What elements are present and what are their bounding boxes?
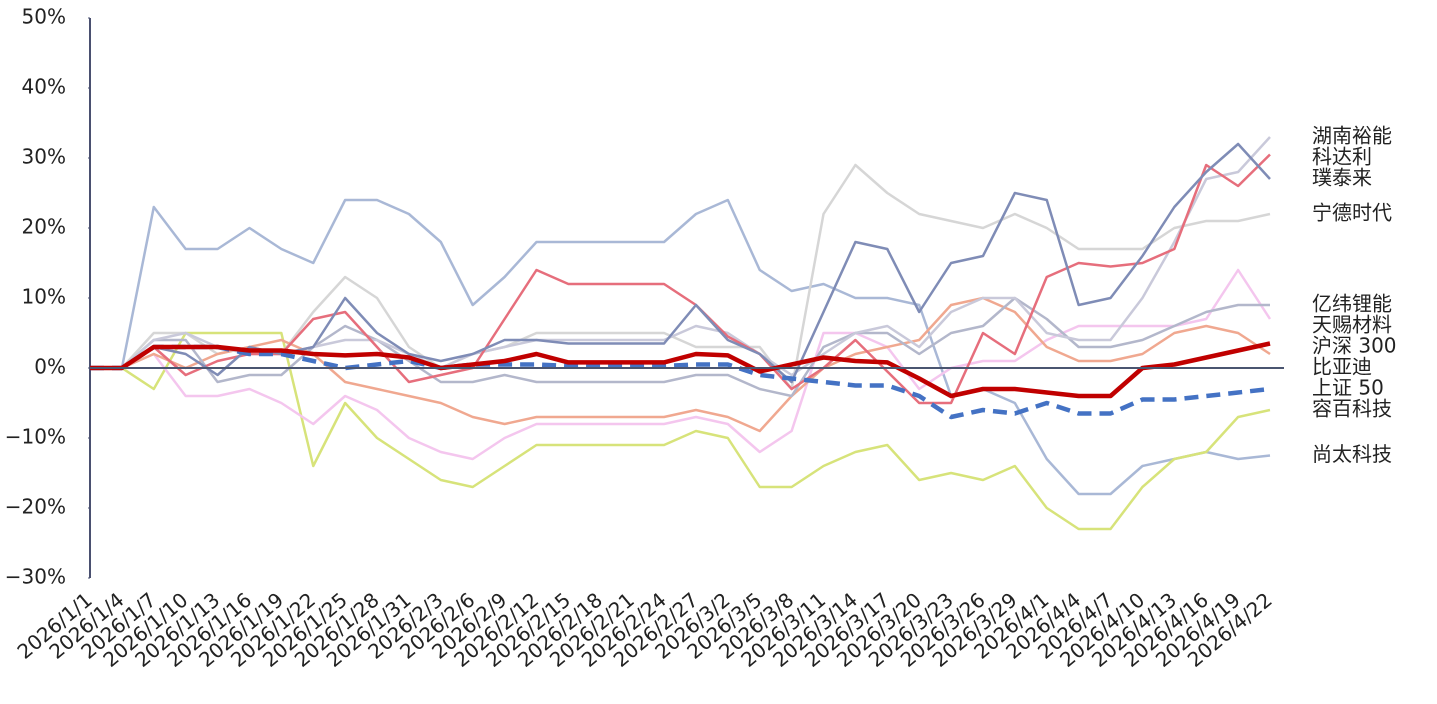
y-tick-label: 50% bbox=[22, 5, 66, 29]
series-line bbox=[90, 153, 1271, 405]
series-line bbox=[90, 331, 1271, 531]
y-tick-label: −20% bbox=[5, 495, 66, 519]
series-label: 上证 50 bbox=[1312, 376, 1384, 400]
series-line bbox=[90, 341, 1271, 399]
series-label: 尚太科技 bbox=[1312, 442, 1392, 466]
series-label: 亿纬锂能 bbox=[1312, 292, 1392, 316]
y-tick-label: 20% bbox=[22, 215, 66, 239]
series-label: 沪深 300 bbox=[1312, 334, 1397, 358]
series-line bbox=[90, 344, 1271, 420]
series-line bbox=[90, 296, 1271, 433]
series-label: 湖南裕能 bbox=[1312, 124, 1392, 148]
series-label: 科达利 bbox=[1312, 145, 1372, 169]
y-tick-label: 10% bbox=[22, 285, 66, 309]
y-tick-label: 30% bbox=[22, 145, 66, 169]
series-line bbox=[90, 296, 1270, 398]
series-label: 容百科技 bbox=[1312, 397, 1392, 421]
series-label: 天赐材料 bbox=[1312, 313, 1392, 337]
series-label: 比亚迪 bbox=[1312, 355, 1372, 379]
series-line bbox=[90, 268, 1272, 461]
y-tick-label: −10% bbox=[5, 425, 66, 449]
series-label: 璞泰来 bbox=[1312, 166, 1372, 190]
series-label: 宁德时代 bbox=[1312, 201, 1392, 225]
y-tick-label: −30% bbox=[5, 565, 66, 589]
series-line bbox=[90, 198, 1271, 496]
y-tick-label: 0% bbox=[34, 355, 66, 379]
y-tick-label: 40% bbox=[22, 75, 66, 99]
